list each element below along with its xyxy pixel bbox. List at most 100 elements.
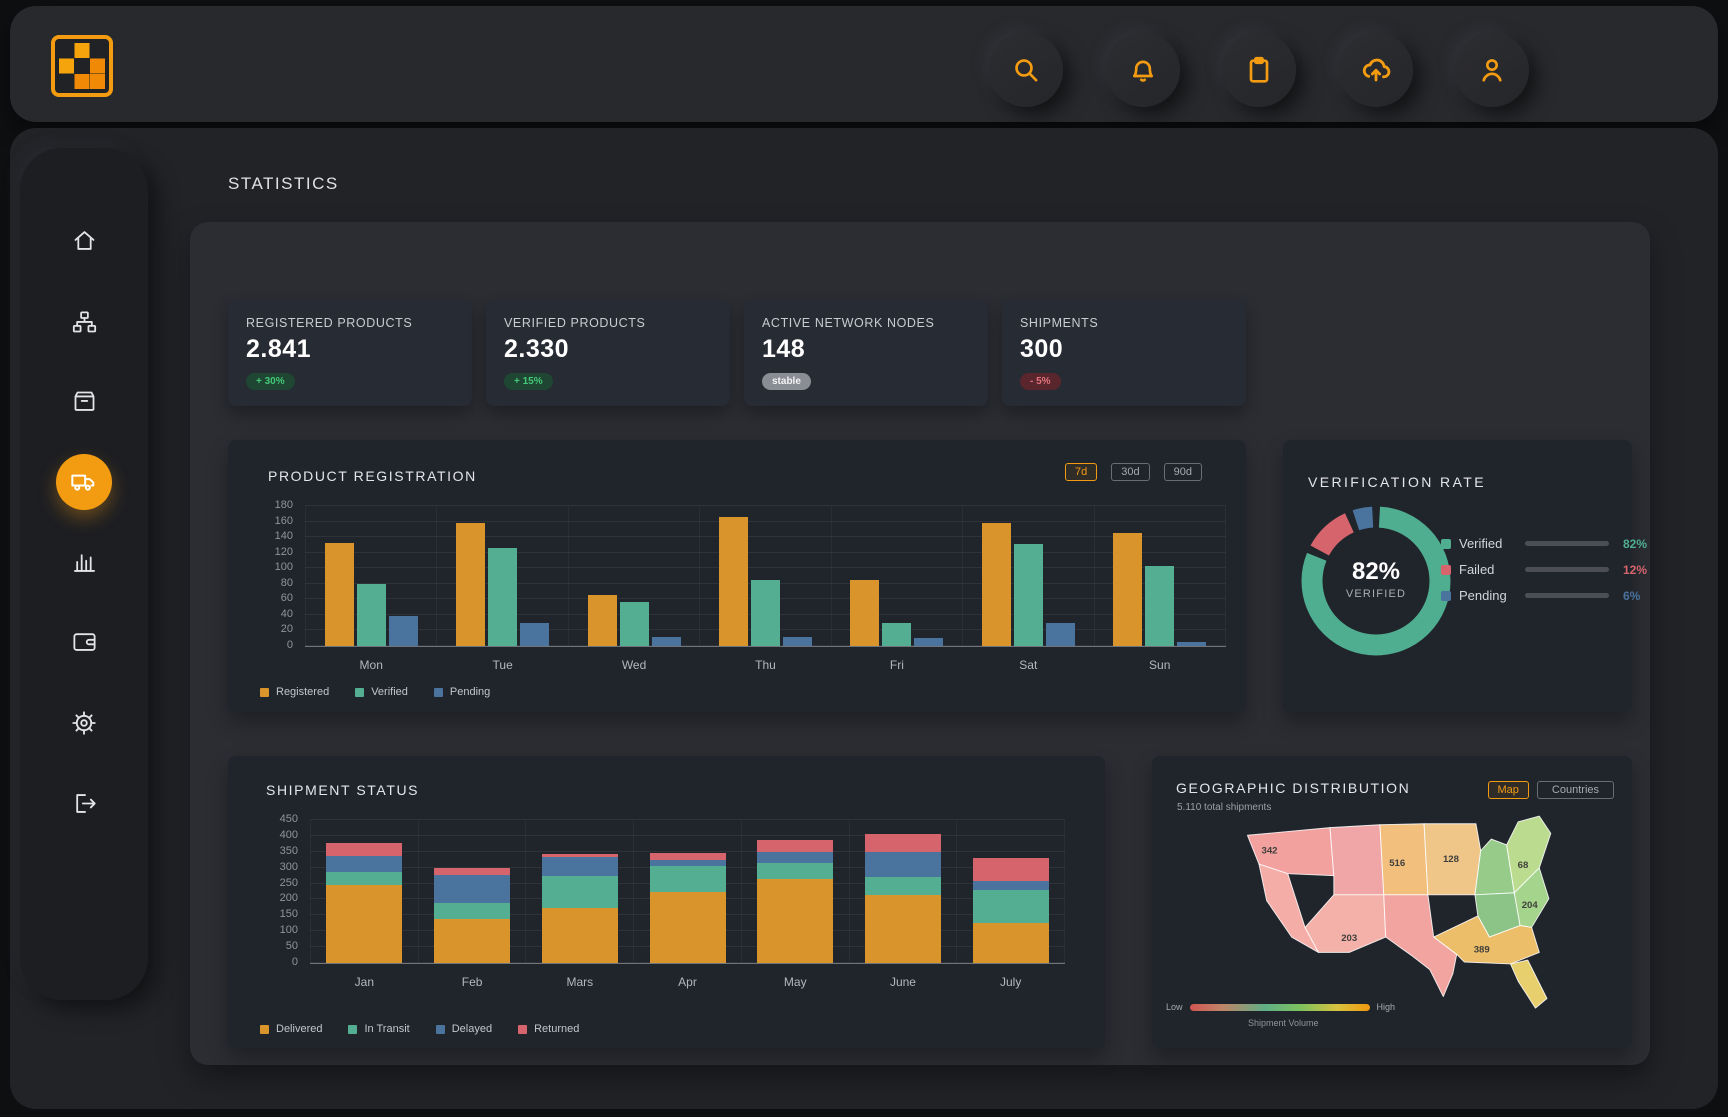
legend-label: Pending bbox=[449, 686, 491, 698]
bar-group bbox=[1113, 506, 1207, 646]
legend-swatch bbox=[1441, 538, 1451, 549]
gridline: 100 bbox=[275, 561, 1226, 573]
sidebar-item-wallet[interactable] bbox=[61, 618, 107, 664]
map-region[interactable] bbox=[1383, 894, 1458, 998]
legend-label: Failed bbox=[1459, 562, 1495, 577]
bar-in-transit bbox=[649, 866, 726, 892]
product-registration-panel: PRODUCT REGISTRATION 7d 30d 90d 0 20 40 60 8… bbox=[228, 440, 1246, 712]
bar-pending bbox=[520, 622, 550, 646]
y-tick: 40 bbox=[280, 607, 293, 620]
panel-title: SHIPMENT STATUS bbox=[266, 782, 420, 798]
panel-title: VERIFICATION RATE bbox=[1308, 474, 1486, 490]
countries-view-button[interactable]: Countries bbox=[1536, 781, 1614, 799]
sidebar-item-inventory[interactable] bbox=[61, 378, 107, 424]
panel-title: PRODUCT REGISTRATION bbox=[268, 468, 477, 484]
x-tick: Apr bbox=[678, 975, 697, 989]
legend-swatch bbox=[260, 687, 269, 697]
sidebar-item-home[interactable] bbox=[61, 217, 107, 263]
range-7d[interactable]: 7d bbox=[1065, 463, 1098, 481]
stat-badge: stable bbox=[762, 373, 811, 390]
gear-icon bbox=[72, 711, 96, 735]
scale-high-label: High bbox=[1376, 1002, 1396, 1012]
map-region[interactable] bbox=[1513, 867, 1550, 928]
bar-verified bbox=[1145, 565, 1175, 646]
bar-slot: Sat bbox=[962, 506, 1093, 672]
y-tick: 400 bbox=[279, 828, 298, 841]
bar-returned bbox=[864, 833, 941, 852]
bar-returned bbox=[326, 843, 403, 856]
bar-in-transit bbox=[757, 862, 834, 879]
x-tick: July bbox=[1000, 975, 1022, 989]
stacked-bar bbox=[649, 820, 726, 963]
progress-track bbox=[1525, 567, 1609, 572]
bar-chart-icon bbox=[73, 553, 95, 572]
bell-icon bbox=[1133, 60, 1153, 82]
bar-returned bbox=[434, 868, 511, 875]
sidebar-item-network[interactable] bbox=[61, 299, 107, 345]
range-90d[interactable]: 90d bbox=[1163, 463, 1202, 481]
y-tick: 140 bbox=[274, 530, 293, 543]
bar-pending bbox=[388, 616, 418, 646]
gridline: 160 bbox=[275, 515, 1226, 527]
sidebar-item-shipments[interactable] bbox=[56, 454, 112, 510]
bar-delivered bbox=[864, 894, 941, 963]
verification-row-verified: Verified 82% bbox=[1441, 536, 1647, 551]
legend-label: Pending bbox=[1459, 588, 1507, 603]
bar-verified bbox=[619, 602, 649, 646]
bar-verified bbox=[488, 548, 518, 646]
verification-row-pending: Pending 6% bbox=[1441, 588, 1640, 603]
stat-badge: + 30% bbox=[246, 373, 295, 390]
bar-slot: July bbox=[956, 820, 1066, 989]
bar-in-transit bbox=[541, 875, 618, 909]
truck-icon bbox=[71, 474, 95, 491]
range-30d[interactable]: 30d bbox=[1111, 463, 1150, 481]
profile-button[interactable] bbox=[1455, 33, 1529, 107]
bar-slot: Mars bbox=[525, 820, 633, 989]
legend-item: Verified bbox=[355, 686, 408, 698]
stat-value: 2.841 bbox=[246, 335, 312, 363]
stat-label: SHIPMENTS bbox=[1020, 316, 1099, 330]
notifications-button[interactable] bbox=[1106, 33, 1180, 107]
app-logo-icon[interactable] bbox=[50, 34, 114, 98]
sidebar-item-logout[interactable] bbox=[61, 780, 107, 826]
legend-label: Returned bbox=[534, 1023, 580, 1035]
legend-label: Registered bbox=[276, 686, 330, 698]
y-tick: 80 bbox=[280, 576, 293, 589]
bar-delayed bbox=[326, 855, 403, 873]
sidebar-item-settings[interactable] bbox=[61, 700, 107, 746]
legend-item: Delivered bbox=[260, 1023, 322, 1035]
bar-pending bbox=[782, 636, 812, 646]
search-button[interactable] bbox=[989, 33, 1063, 107]
wallet-icon bbox=[72, 632, 96, 651]
stacked-bar bbox=[757, 820, 834, 963]
stat-card-network-nodes: ACTIVE NETWORK NODES 148 stable bbox=[744, 300, 988, 406]
bar-group bbox=[324, 506, 418, 646]
bar-verified bbox=[882, 622, 912, 646]
top-bar bbox=[10, 6, 1718, 122]
y-tick: 100 bbox=[279, 924, 298, 937]
x-tick: Sun bbox=[1149, 658, 1171, 672]
us-map: 342 516 128 68 204 203 389 bbox=[1246, 815, 1552, 1009]
map-region[interactable] bbox=[1329, 824, 1385, 896]
gridline: 180 bbox=[275, 499, 1226, 511]
stat-label: REGISTERED PRODUCTS bbox=[246, 316, 413, 330]
bar-slot: Jan bbox=[310, 820, 418, 989]
legend-item: Pending bbox=[433, 686, 491, 698]
sidebar-item-analytics[interactable] bbox=[61, 539, 107, 585]
map-region[interactable] bbox=[1246, 827, 1335, 877]
upload-button[interactable] bbox=[1339, 33, 1413, 107]
legend-swatch bbox=[355, 687, 365, 697]
range-selector: 7d 30d 90d bbox=[1065, 463, 1202, 481]
map-value: 389 bbox=[1474, 944, 1490, 955]
bar-registered bbox=[324, 543, 354, 646]
map-region[interactable] bbox=[1258, 863, 1319, 953]
map-region[interactable] bbox=[1433, 915, 1540, 965]
bar-registered bbox=[1113, 533, 1143, 646]
clipboard-button[interactable] bbox=[1222, 33, 1296, 107]
x-tick: Tue bbox=[492, 658, 513, 672]
map-region[interactable] bbox=[1510, 959, 1548, 1009]
map-view-button[interactable]: Map bbox=[1487, 781, 1529, 799]
search-icon bbox=[1015, 59, 1038, 82]
stat-badge: + 15% bbox=[504, 373, 553, 390]
donut-segment-verified bbox=[1301, 506, 1451, 656]
